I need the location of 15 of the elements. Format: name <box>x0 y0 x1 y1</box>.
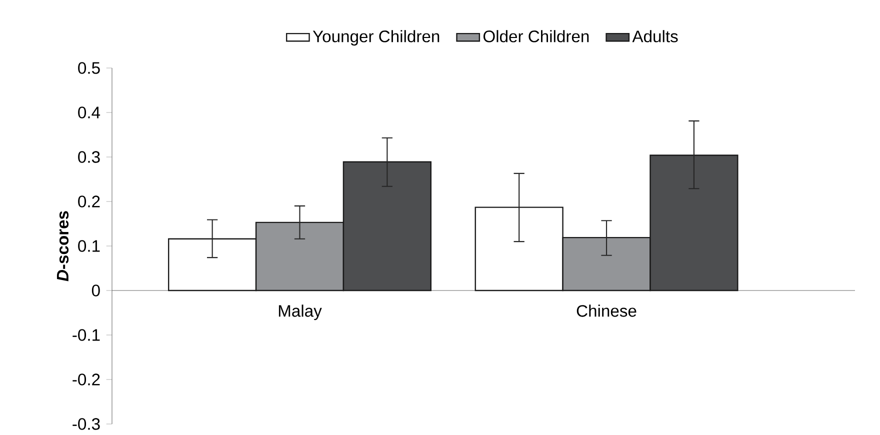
y-tick-label: 0.5 <box>78 62 100 74</box>
y-tick-label: 0.4 <box>78 106 100 118</box>
y-tick-label: 0.2 <box>78 196 100 208</box>
y-axis-title: D-scores <box>56 211 69 282</box>
y-tick-label: -0.3 <box>72 418 100 430</box>
legend-label: Adults <box>632 30 678 42</box>
legend-label: Younger Children <box>312 30 440 46</box>
y-tick-label: -0.2 <box>72 374 100 386</box>
x-tick-label: Chinese <box>576 304 636 317</box>
y-tick-label: 0 <box>92 284 100 296</box>
y-tick-label: 0.3 <box>78 151 100 163</box>
y-tick-label: -0.1 <box>72 329 100 341</box>
legend-label: Older Children <box>483 30 589 42</box>
x-tick-label: Malay <box>278 304 322 320</box>
y-tick-label: 0.1 <box>78 240 100 252</box>
